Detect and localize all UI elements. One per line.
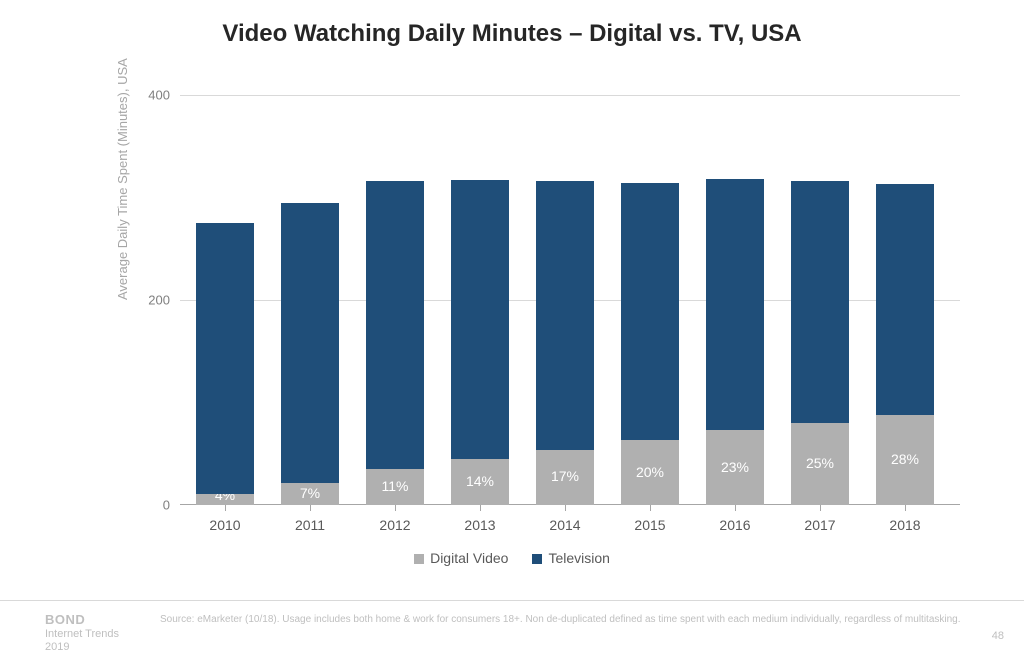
legend-item: Television: [532, 550, 609, 566]
footer-rule: [0, 600, 1024, 601]
bar-group: 23%: [706, 179, 764, 505]
x-category-label: 2018: [866, 517, 944, 533]
x-category-label: 2017: [781, 517, 859, 533]
bar-group: 28%: [876, 184, 934, 505]
bar-segment-television: [366, 181, 424, 469]
x-tick: [565, 505, 566, 511]
x-tick: [225, 505, 226, 511]
bar-data-label: 14%: [451, 473, 509, 489]
plot: 02004004%20107%201111%201214%201317%2014…: [180, 95, 960, 505]
bar-group: 14%: [451, 180, 509, 505]
y-tick-label: 0: [130, 498, 170, 513]
x-category-label: 2010: [186, 517, 264, 533]
footer-brand: BOND Internet Trends 2019: [45, 612, 119, 654]
legend-label: Digital Video: [430, 550, 508, 566]
x-tick: [735, 505, 736, 511]
bar-group: 4%: [196, 223, 254, 505]
x-category-label: 2012: [356, 517, 434, 533]
bar-segment-television: [621, 183, 679, 440]
x-category-label: 2013: [441, 517, 519, 533]
x-tick: [905, 505, 906, 511]
bar-segment-television: [876, 184, 934, 415]
x-tick: [820, 505, 821, 511]
brand-line2: Internet Trends: [45, 628, 119, 641]
slide: Video Watching Daily Minutes – Digital v…: [0, 0, 1024, 659]
bar-data-label: 11%: [366, 478, 424, 494]
x-category-label: 2015: [611, 517, 689, 533]
bar-segment-television: [706, 179, 764, 430]
legend-swatch: [532, 554, 542, 564]
legend: Digital Video Television: [0, 550, 1024, 566]
bar-group: 20%: [621, 183, 679, 505]
x-tick: [310, 505, 311, 511]
bar-segment-television: [536, 181, 594, 450]
page-number: 48: [992, 630, 1004, 642]
bar-segment-television: [791, 181, 849, 423]
legend-label: Television: [548, 550, 609, 566]
y-tick-label: 400: [130, 88, 170, 103]
grid-line: [180, 95, 960, 96]
bar-data-label: 17%: [536, 468, 594, 484]
bar-data-label: 7%: [281, 485, 339, 501]
x-tick: [395, 505, 396, 511]
brand-line3: 2019: [45, 641, 119, 654]
y-axis-title: Average Daily Time Spent (Minutes), USA: [115, 58, 130, 300]
bar-group: 25%: [791, 181, 849, 505]
bar-group: 11%: [366, 181, 424, 505]
x-tick: [650, 505, 651, 511]
x-category-label: 2011: [271, 517, 349, 533]
x-category-label: 2016: [696, 517, 774, 533]
bar-group: 7%: [281, 203, 339, 505]
bar-data-label: 25%: [791, 455, 849, 471]
chart-title: Video Watching Daily Minutes – Digital v…: [0, 20, 1024, 48]
legend-item: Digital Video: [414, 550, 508, 566]
legend-swatch: [414, 554, 424, 564]
bar-data-label: 20%: [621, 464, 679, 480]
y-tick-label: 200: [130, 293, 170, 308]
brand-line1: BOND: [45, 612, 119, 628]
chart-plot-area: 02004004%20107%201111%201214%201317%2014…: [180, 95, 960, 505]
bar-segment-television: [281, 203, 339, 484]
bar-group: 17%: [536, 181, 594, 505]
x-tick: [480, 505, 481, 511]
x-category-label: 2014: [526, 517, 604, 533]
source-note: Source: eMarketer (10/18). Usage include…: [160, 614, 964, 625]
bar-segment-television: [196, 223, 254, 494]
bar-data-label: 28%: [876, 451, 934, 467]
bar-segment-television: [451, 180, 509, 459]
bar-data-label: 23%: [706, 459, 764, 475]
